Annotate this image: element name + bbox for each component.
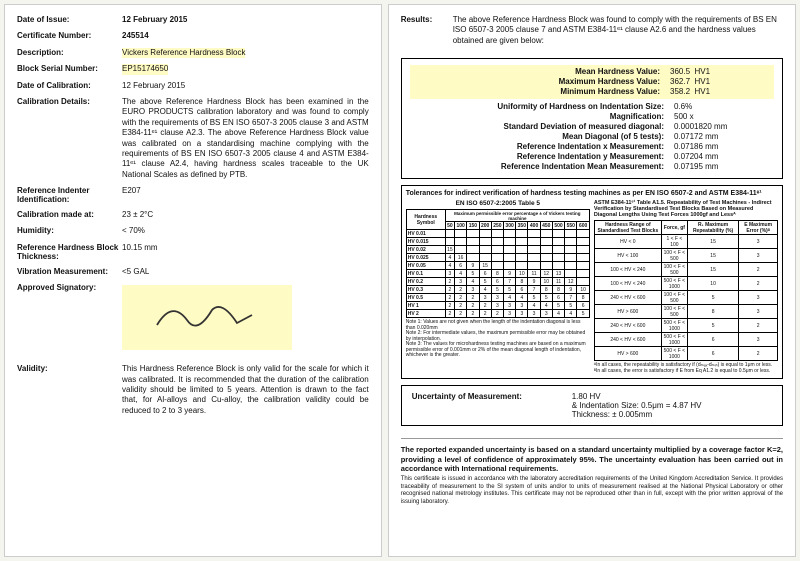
vibration-value: <5 GAL [122,267,149,277]
min-hv-value: 358.2 [670,87,690,96]
certificate-number-label: Certificate Number: [17,31,122,41]
description-value: Vickers Reference Hardness Block [122,48,245,58]
uncertainty-line1: 1.80 HV [572,392,702,401]
signatory-label: Approved Signatory: [17,283,122,292]
mean-hv-value: 360.5 [670,67,690,76]
refmean-label: Reference Indentation Mean Measurement: [410,162,674,171]
refx-value: 0.07186 mm [674,142,774,151]
refx-label: Reference Indentation x Measurement: [410,142,674,151]
mag-value: 500 x [674,112,774,121]
tolerance-header: Tolerances for indirect verification of … [406,190,778,197]
footer: The reported expanded uncertainty is bas… [401,438,783,506]
certificate-left-page: Date of Issue: 12 February 2015 Certific… [4,4,382,557]
tol-left-title: EN ISO 6507-2:2005 Table 5 [406,200,590,207]
certificate-number-row: Certificate Number: 245514 [17,31,369,41]
date-of-issue-value: 12 February 2015 [122,15,187,25]
uniformity-value: 0.6% [674,102,774,111]
serial-label: Block Serial Number: [17,64,122,74]
certificate-right-page: Results: The above Reference Hardness Bl… [388,4,796,557]
serial-row: Block Serial Number: EP15174650 [17,64,369,74]
cal-at-label: Calibration made at: [17,210,122,220]
max-hv-value: 362.7 [670,77,690,86]
tol-right-table: Hardness Range of Standardised Test Bloc… [594,220,778,361]
date-calibration-label: Date of Calibration: [17,81,122,91]
uniformity-label: Uniformity of Hardness on Indentation Si… [410,102,674,111]
signature-box [122,285,292,350]
thickness-value: 10.15 mm [122,243,158,261]
mag-label: Magnification: [410,112,674,121]
indenter-value: E207 [122,186,141,204]
thickness-row: Reference Hardness Block Thickness: 10.1… [17,243,369,261]
min-hv-label: Minimum Hardness Value: [414,87,670,96]
min-hv-unit: HV1 [694,87,710,96]
hardness-highlight-block: Mean Hardness Value:360.5 HV1 Maximum Ha… [410,65,774,99]
cal-at-row: Calibration made at: 23 ± 2°C [17,210,369,220]
results-label: Results: [401,15,453,52]
indenter-label: Reference Indenter Identification: [17,186,122,204]
validity-value: This Hardness Reference Block is only va… [122,364,369,416]
uncertainty-label: Uncertainty of Measurement: [412,392,572,419]
footer-bold-text: The reported expanded uncertainty is bas… [401,445,783,473]
validity-row: Validity: This Hardness Reference Block … [17,364,369,416]
refmean-value: 0.07195 mm [674,162,774,171]
footer-separator [401,438,783,439]
cal-at-value: 23 ± 2°C [122,210,153,220]
signatory-row: Approved Signatory: [17,283,369,350]
humidity-value: < 70% [122,226,145,236]
date-calibration-value: 12 February 2015 [122,81,185,91]
tol-left-note: Note 1: Values are not given when the le… [406,320,590,359]
description-row: Description: Vickers Reference Hardness … [17,48,369,58]
tolerance-left-col: EN ISO 6507-2:2005 Table 5 Hardness Symb… [406,200,590,374]
diag-label: Mean Diagonal (of 5 tests): [410,132,674,141]
footer-small-text: This certificate is issued in accordance… [401,476,783,506]
uncertainty-line2: & Indentation Size: 0.5μm = 4.87 HV [572,401,702,410]
date-calibration-row: Date of Calibration: 12 February 2015 [17,81,369,91]
max-hv-label: Maximum Hardness Value: [414,77,670,86]
tolerance-box: Tolerances for indirect verification of … [401,185,783,379]
results-intro: The above Reference Hardness Block was f… [453,15,783,46]
date-of-issue-label: Date of Issue: [17,15,122,25]
description-label: Description: [17,48,122,58]
serial-value: EP15174650 [122,64,168,74]
date-of-issue-row: Date of Issue: 12 February 2015 [17,15,369,25]
refy-label: Reference Indentation y Measurement: [410,152,674,161]
refy-value: 0.07204 mm [674,152,774,161]
tolerance-right-col: ASTM E384-11ᵉ¹ Table A1.5. Repeatability… [594,200,778,374]
signature-icon [147,295,267,340]
mean-hv-unit: HV1 [694,67,710,76]
results-box: Mean Hardness Value:360.5 HV1 Maximum Ha… [401,58,783,179]
uncertainty-line3: Thickness: ± 0.005mm [572,410,702,419]
tol-right-note: ᴬIn all cases, the repeatability is sati… [594,363,778,374]
results-row: Results: The above Reference Hardness Bl… [401,15,783,52]
vibration-label: Vibration Measurement: [17,267,122,277]
uncertainty-box: Uncertainty of Measurement: 1.80 HV & In… [401,385,783,426]
mean-hv-label: Mean Hardness Value: [414,67,670,76]
humidity-label: Humidity: [17,226,122,236]
thickness-label: Reference Hardness Block Thickness: [17,243,122,261]
indenter-row: Reference Indenter Identification: E207 [17,186,369,204]
calibration-details-row: Calibration Details: The above Reference… [17,97,369,180]
tol-right-title: ASTM E384-11ᵉ¹ Table A1.5. Repeatability… [594,200,778,218]
max-hv-unit: HV1 [694,77,710,86]
humidity-row: Humidity: < 70% [17,226,369,236]
validity-label: Validity: [17,364,122,416]
stddev-label: Standard Deviation of measured diagonal: [410,122,674,131]
stddev-value: 0.0001820 mm [674,122,774,131]
calibration-details-label: Calibration Details: [17,97,122,180]
vibration-row: Vibration Measurement: <5 GAL [17,267,369,277]
diag-value: 0.07172 mm [674,132,774,141]
calibration-details-value: The above Reference Hardness Block has b… [122,97,369,180]
certificate-number-value: 245514 [122,31,149,41]
tol-left-table: Hardness SymbolMaximum permissible error… [406,209,590,318]
